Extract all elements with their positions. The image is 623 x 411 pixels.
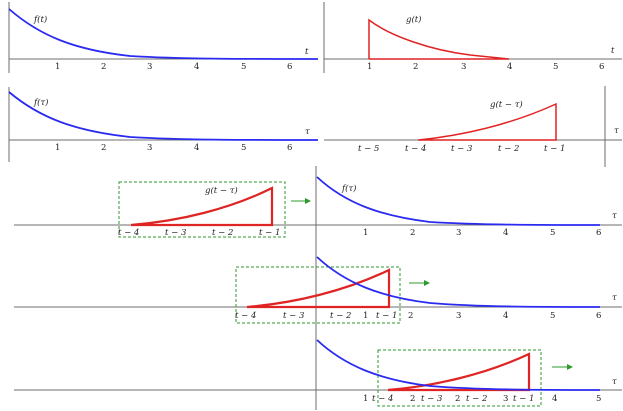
panel-g-of-t: g(t) t 1 2 3 4 5 6 bbox=[323, 2, 622, 73]
r3-f-curve bbox=[316, 339, 601, 391]
r3-tick: 1 bbox=[363, 394, 368, 404]
panel-f-of-tau: f(τ) τ 1 2 3 4 5 6 bbox=[8, 87, 319, 162]
p4-tick: t − 1 bbox=[544, 144, 565, 154]
r3-tick: 2 bbox=[410, 394, 415, 404]
p4-tick: t − 2 bbox=[498, 144, 519, 154]
row3-full-overlap: τ 1 t − 4 2 t − 3 2 t − 2 3 t − 1 4 5 bbox=[14, 339, 622, 407]
p1-tick: 1 bbox=[55, 62, 60, 72]
r1-g-tick: t − 2 bbox=[212, 228, 233, 238]
p4-tick: t − 5 bbox=[358, 144, 379, 154]
r2-tick: t − 4 bbox=[235, 311, 256, 321]
r2-tick: 3 bbox=[456, 311, 461, 321]
p2-g-shape bbox=[368, 18, 510, 60]
p3-axis-label: τ bbox=[305, 127, 310, 137]
p2-tick: 5 bbox=[553, 62, 558, 72]
r1-f-tick: 1 bbox=[363, 228, 368, 238]
r2-f-curve bbox=[316, 256, 601, 308]
p1-axis-label: t bbox=[305, 47, 309, 57]
r2-arrow-head bbox=[424, 280, 430, 286]
p1-f-curve bbox=[8, 8, 319, 60]
p4-tick: t − 3 bbox=[451, 144, 472, 154]
r3-window-box bbox=[377, 349, 542, 407]
r3-arrow-head bbox=[567, 364, 573, 370]
r1-f-tick: 2 bbox=[410, 228, 415, 238]
p2-tick: 6 bbox=[599, 62, 604, 72]
r2-tick: 6 bbox=[596, 311, 601, 321]
p3-tick: 5 bbox=[241, 143, 246, 153]
panel-g-of-t-minus-tau: g(t − τ) τ t − 5 t − 4 t − 3 t − 2 t − 1 bbox=[324, 86, 622, 167]
r3-tick: t − 3 bbox=[421, 394, 442, 404]
r1-window-box bbox=[118, 181, 286, 238]
p3-func-label: f(τ) bbox=[33, 97, 48, 108]
r1-g-label: g(t − τ) bbox=[205, 185, 238, 196]
r2-window-box bbox=[235, 266, 401, 324]
r3-axis-label: τ bbox=[612, 377, 617, 387]
p2-tick: 3 bbox=[461, 62, 466, 72]
r1-g-tick: t − 4 bbox=[118, 228, 139, 238]
r3-tick: 4 bbox=[552, 394, 557, 404]
r2-tick: 2 bbox=[408, 311, 413, 321]
r3-tick: 2 bbox=[455, 394, 460, 404]
r1-g-tick: t − 1 bbox=[259, 228, 280, 238]
r2-tick: 1 bbox=[363, 311, 368, 321]
p3-tick: 4 bbox=[194, 143, 199, 153]
p4-tick: t − 4 bbox=[405, 144, 426, 154]
r2-tick: 5 bbox=[550, 311, 555, 321]
r3-g-shape bbox=[387, 352, 531, 392]
r3-tick: t − 4 bbox=[372, 394, 393, 404]
r1-f-curve bbox=[316, 176, 601, 226]
r1-axis-label: τ bbox=[612, 211, 617, 221]
p2-func-label: g(t) bbox=[406, 14, 422, 25]
p3-tick: 6 bbox=[287, 143, 292, 153]
r1-g-tick: t − 3 bbox=[165, 228, 186, 238]
r1-f-tick: 3 bbox=[456, 228, 461, 238]
p2-tick: 4 bbox=[507, 62, 512, 72]
p1-tick: 5 bbox=[241, 62, 246, 72]
p2-tick: 1 bbox=[367, 62, 372, 72]
r1-f-label: f(τ) bbox=[341, 183, 356, 194]
p4-g-shape bbox=[417, 102, 557, 141]
r1-f-tick: 6 bbox=[596, 228, 601, 238]
p1-tick: 2 bbox=[101, 62, 106, 72]
p2-tick: 2 bbox=[413, 62, 418, 72]
p3-f-curve bbox=[8, 91, 319, 141]
r2-tick: t − 2 bbox=[330, 311, 351, 321]
panel-f-of-t: f(t) t 1 2 3 4 5 6 bbox=[8, 2, 319, 73]
p4-func-label: g(t − τ) bbox=[490, 99, 523, 110]
r2-tick: t − 1 bbox=[376, 311, 397, 321]
r3-tick: 5 bbox=[596, 394, 601, 404]
r3-tick: 3 bbox=[503, 394, 508, 404]
p2-axis-label: t bbox=[611, 46, 615, 56]
r2-axis-label: τ bbox=[612, 293, 617, 303]
p1-func-label: f(t) bbox=[33, 14, 47, 25]
p1-tick: 3 bbox=[147, 62, 152, 72]
r1-f-tick: 4 bbox=[503, 228, 508, 238]
r3-tick: t − 2 bbox=[466, 394, 487, 404]
r1-f-tick: 5 bbox=[550, 228, 555, 238]
p1-tick: 4 bbox=[194, 62, 199, 72]
row1-shift-before-overlap: g(t − τ) f(τ) τ t − 4 t − 3 t − 2 t − 1 … bbox=[14, 166, 622, 410]
r2-tick: 4 bbox=[503, 311, 508, 321]
p3-tick: 1 bbox=[55, 143, 60, 153]
p3-tick: 3 bbox=[147, 143, 152, 153]
r3-tick: t − 1 bbox=[513, 394, 534, 404]
r2-g-shape bbox=[246, 268, 391, 309]
r1-arrow-head bbox=[305, 198, 311, 204]
p4-axis-label: τ bbox=[614, 126, 619, 136]
r1-g-shape bbox=[130, 186, 274, 227]
p3-tick: 2 bbox=[101, 143, 106, 153]
row2-partial-overlap: τ t − 4 t − 3 t − 2 1 t − 1 2 3 4 5 6 bbox=[14, 256, 622, 324]
r2-tick: t − 3 bbox=[283, 311, 304, 321]
p1-tick: 6 bbox=[287, 62, 292, 72]
